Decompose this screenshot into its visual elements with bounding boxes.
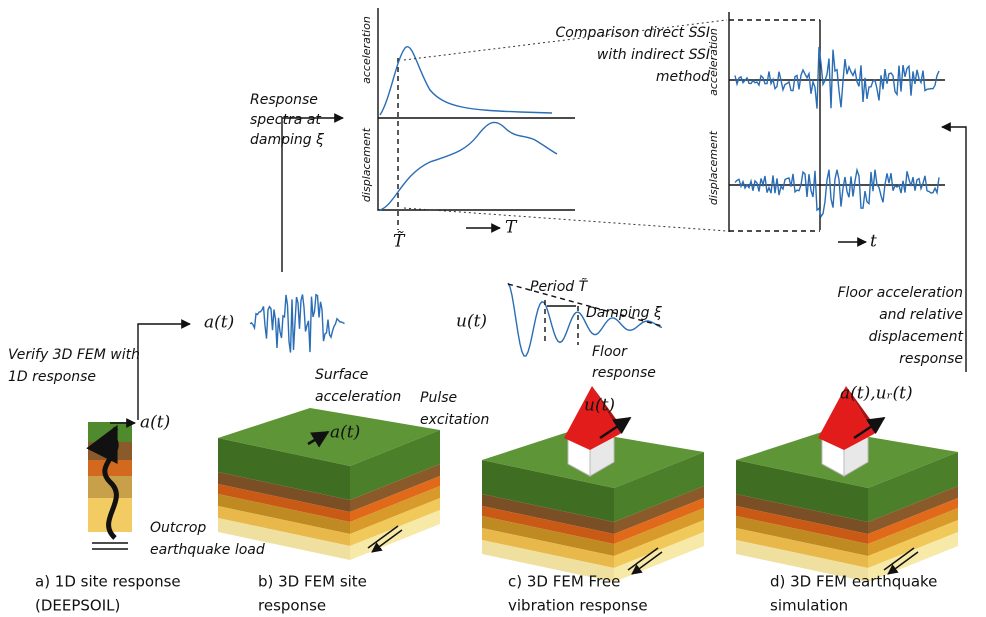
caption: response xyxy=(258,597,326,615)
box xyxy=(729,20,820,231)
caption: (DEEPSOIL) xyxy=(35,597,120,615)
annotation: 1D response xyxy=(8,369,96,385)
soil-column xyxy=(88,422,132,538)
input-signal: a(t) xyxy=(140,413,170,433)
output-signal: a(t),uᵣ(t) xyxy=(840,384,913,404)
diagram: acceleration displacement T̃ T Response … xyxy=(0,0,986,617)
x-label: t xyxy=(870,232,877,252)
annotation: Period T̃ xyxy=(530,278,589,295)
surface-waveform xyxy=(250,295,345,353)
arrow xyxy=(138,324,190,420)
annotation: damping ξ xyxy=(250,132,324,148)
x-marker: T̃ xyxy=(393,231,406,251)
annotation: Verify 3D FEM with xyxy=(8,347,140,363)
annotation: Damping ξ xyxy=(586,305,662,321)
caption: simulation xyxy=(770,597,848,615)
time-history-plot: acceleration displacement t xyxy=(707,12,945,252)
x-label: T xyxy=(505,218,518,238)
disp-spectrum xyxy=(380,122,557,210)
acc-spectrum xyxy=(380,47,552,115)
caption: d) 3D FEM earthquake xyxy=(770,573,937,591)
y-label: displacement xyxy=(360,127,373,202)
annotation: acceleration xyxy=(315,389,401,405)
y-label: displacement xyxy=(707,130,720,205)
y-label: acceleration xyxy=(707,28,720,96)
y-label: acceleration xyxy=(360,16,373,84)
caption: a) 1D site response xyxy=(35,573,181,591)
annotation: Surface xyxy=(315,367,368,383)
annotation: displacement xyxy=(869,329,964,345)
period-marker xyxy=(545,300,578,345)
annotation: excitation xyxy=(420,412,489,428)
annotation: spectra at xyxy=(250,112,321,128)
input-signal: u(t) xyxy=(584,396,615,416)
annotation: Floor acceleration xyxy=(837,285,963,301)
comparison: with indirect SSI xyxy=(597,47,710,63)
annotation: Floor xyxy=(592,344,628,360)
comparison: method xyxy=(656,69,710,85)
shake-arrow xyxy=(92,543,128,549)
disp-history xyxy=(735,170,939,217)
annotation: response xyxy=(592,365,656,381)
annotation: earthquake load xyxy=(150,542,265,558)
response-signal: u(t) xyxy=(456,312,487,332)
surface-signal: a(t) xyxy=(204,313,234,333)
annotation: Response xyxy=(250,92,318,108)
spectra-plot: acceleration displacement T̃ T xyxy=(360,8,575,252)
annotation: Pulse xyxy=(420,390,457,406)
annotation: and relative xyxy=(879,307,963,323)
annotation: response xyxy=(899,351,963,367)
acc-history xyxy=(735,47,939,109)
input-signal: a(t) xyxy=(330,423,360,443)
caption: b) 3D FEM site xyxy=(258,573,367,591)
axes xyxy=(729,12,945,232)
annotation: Outcrop xyxy=(150,520,206,536)
caption: c) 3D FEM Free xyxy=(508,573,620,591)
caption: vibration response xyxy=(508,597,648,615)
